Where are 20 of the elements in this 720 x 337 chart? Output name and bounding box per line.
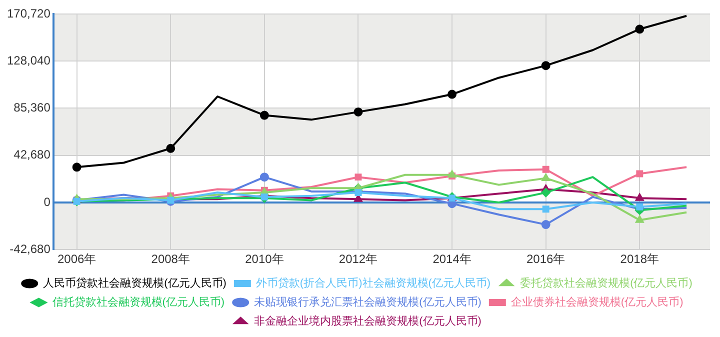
legend-label: 委托贷款社会融资规模(亿元人民币) [520,276,692,290]
x-tick-label: 2008年 [151,252,190,266]
y-tick-label: 85,360 [14,100,51,115]
x-tick-label: 2018年 [620,252,659,266]
legend-label: 未贴现银行承兑汇票社会融资规模(亿元人民币) [254,296,482,309]
y-tick-label: 128,040 [6,53,51,68]
y-tick-label: 42,680 [14,148,51,162]
y-tick-label: 0 [44,194,51,209]
legend-label: 人民币贷款社会融资规模(亿元人民币) [43,276,226,290]
x-tick-label: 2010年 [245,252,284,266]
x-tick-label: 2012年 [338,252,378,266]
y-tick-label: 170,720 [6,6,51,20]
x-tick-label: 2016年 [526,252,566,266]
legend-label: 外币贷款(折合人民币)社会融资规模(亿元人民币) [256,276,491,290]
x-tick-label: 2014年 [432,252,472,266]
legend-label: 企业债券社会融资规模(亿元人民币) [510,296,684,309]
y-tick-label: -42,680 [10,242,51,256]
legend-label: 非金融企业境内股票社会融资规模(亿元人民币) [254,314,482,328]
x-tick-label: 2006年 [57,252,96,266]
legend-label: 信托贷款社会融资规模(亿元人民币) [52,296,225,309]
